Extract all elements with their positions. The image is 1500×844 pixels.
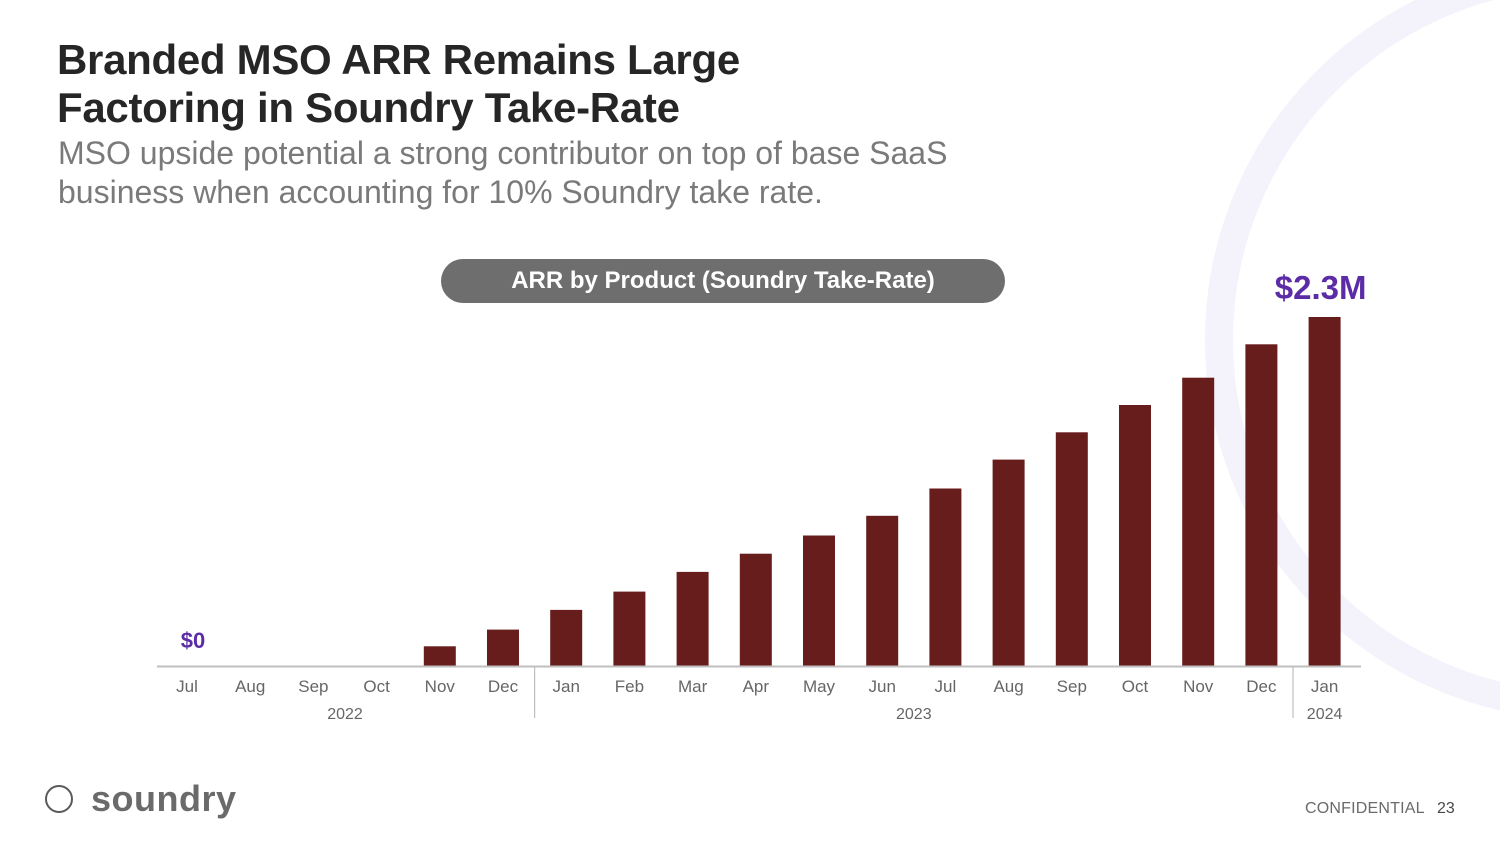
x-tick-label-10: May — [803, 677, 836, 696]
year-label-2022: 2022 — [327, 706, 363, 723]
bar-9 — [739, 553, 772, 666]
chart-title-pill: ARR by Product (Soundry Take-Rate) — [441, 259, 1005, 303]
soundry-logo: soundry — [45, 778, 237, 820]
x-tick-label-16: Nov — [1183, 677, 1214, 696]
slide-subtitle-line-1: MSO upside potential a strong contributo… — [58, 135, 948, 171]
bar-7 — [613, 591, 646, 666]
x-tick-label-9: Apr — [743, 677, 770, 696]
x-tick-label-1: Aug — [235, 677, 265, 696]
bar-16 — [1182, 377, 1215, 666]
page-number: 23 — [1437, 800, 1455, 817]
x-tick-label-13: Aug — [993, 677, 1023, 696]
x-tick-label-14: Sep — [1057, 677, 1087, 696]
bar-8 — [676, 571, 709, 666]
x-tick-label-3: Oct — [363, 677, 390, 696]
x-tick-label-2: Sep — [298, 677, 328, 696]
x-tick-label-4: Nov — [425, 677, 456, 696]
x-tick-label-6: Jan — [552, 677, 579, 696]
slide-title-line-1: Branded MSO ARR Remains Large — [57, 36, 740, 83]
ring-icon — [45, 785, 73, 813]
slide-title-line-2: Factoring in Soundry Take-Rate — [57, 84, 680, 131]
bar-13 — [992, 459, 1025, 666]
x-tick-label-18: Jan — [1311, 677, 1338, 696]
x-tick-label-15: Oct — [1122, 677, 1149, 696]
bar-5 — [487, 629, 519, 666]
bar-15 — [1119, 405, 1151, 666]
slide-title: Branded MSO ARR Remains Large Factoring … — [57, 36, 740, 132]
x-tick-label-8: Mar — [678, 677, 708, 696]
bar-10 — [803, 535, 835, 666]
x-tick-label-7: Feb — [615, 677, 644, 696]
confidential-label: CONFIDENTIAL — [1305, 800, 1425, 817]
year-label-2024: 2024 — [1307, 706, 1343, 723]
bar-12 — [929, 488, 962, 666]
bar-4 — [423, 646, 456, 666]
slide-subtitle-line-2: business when accounting for 10% Soundry… — [58, 174, 823, 210]
x-tick-label-12: Jul — [935, 677, 957, 696]
brand-name: soundry — [91, 778, 237, 819]
bar-17 — [1245, 344, 1278, 666]
x-tick-label-11: Jun — [868, 677, 895, 696]
data-label-zero: $0 — [181, 628, 205, 653]
year-label-2023: 2023 — [896, 706, 932, 723]
bar-18 — [1308, 317, 1341, 666]
x-tick-label-0: Jul — [176, 677, 198, 696]
bar-14 — [1055, 432, 1088, 666]
x-tick-label-17: Dec — [1246, 677, 1277, 696]
data-label-max: $2.3M — [1275, 269, 1367, 306]
bar-6 — [550, 609, 583, 666]
bar-11 — [866, 515, 899, 666]
x-tick-label-5: Dec — [488, 677, 519, 696]
slide-subtitle: MSO upside potential a strong contributo… — [58, 134, 947, 212]
